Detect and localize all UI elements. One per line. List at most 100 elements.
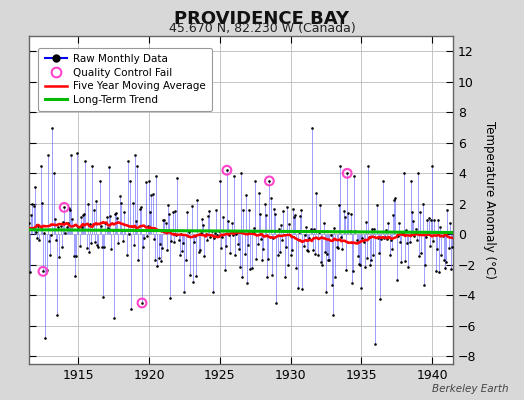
- Point: [62, 224, 71, 230]
- Point: [283, 204, 291, 210]
- Point: [281, 244, 290, 250]
- Point: [231, 252, 239, 258]
- Point: [137, 203, 145, 210]
- Point: [94, 244, 103, 250]
- Point: [74, 224, 82, 230]
- Point: [108, 227, 117, 233]
- Point: [34, 223, 42, 230]
- Point: [165, 211, 173, 217]
- Point: [214, 228, 223, 234]
- Point: [312, 190, 321, 196]
- Point: [442, 258, 450, 265]
- Point: [410, 233, 419, 240]
- Point: [256, 211, 264, 217]
- Point: [234, 245, 243, 252]
- Point: [311, 251, 320, 257]
- Point: [158, 245, 166, 252]
- Point: [404, 264, 412, 271]
- Point: [351, 228, 359, 234]
- Point: [101, 220, 110, 226]
- Point: [329, 312, 337, 318]
- Point: [298, 286, 307, 292]
- Point: [93, 242, 101, 248]
- Point: [415, 252, 423, 259]
- Point: [206, 234, 214, 240]
- Point: [149, 236, 158, 242]
- Point: [144, 223, 152, 230]
- Point: [81, 158, 90, 164]
- Point: [28, 200, 37, 207]
- Point: [408, 208, 416, 215]
- Point: [349, 268, 357, 274]
- Point: [222, 243, 230, 249]
- Point: [35, 236, 43, 243]
- Point: [448, 244, 456, 250]
- Point: [278, 237, 287, 243]
- Point: [61, 230, 70, 236]
- Point: [330, 224, 339, 231]
- Point: [45, 237, 53, 244]
- Point: [73, 150, 81, 156]
- Point: [337, 234, 345, 240]
- Point: [328, 282, 336, 288]
- Point: [230, 173, 238, 180]
- Point: [310, 226, 318, 232]
- Point: [82, 244, 91, 251]
- Point: [203, 236, 211, 243]
- Point: [57, 223, 65, 229]
- Point: [161, 220, 170, 226]
- Point: [86, 221, 94, 227]
- Point: [378, 178, 387, 184]
- Point: [277, 222, 285, 228]
- Point: [151, 257, 159, 264]
- Point: [345, 228, 354, 234]
- Point: [280, 274, 289, 280]
- Text: 45.670 N, 82.230 W (Canada): 45.670 N, 82.230 W (Canada): [169, 22, 355, 35]
- Point: [429, 238, 438, 244]
- Point: [143, 233, 151, 240]
- Point: [186, 272, 194, 278]
- Point: [87, 240, 95, 246]
- Point: [289, 206, 297, 212]
- Point: [267, 272, 276, 278]
- Point: [279, 208, 288, 214]
- Point: [375, 250, 383, 256]
- Point: [440, 257, 448, 264]
- Point: [166, 295, 174, 302]
- Point: [199, 222, 208, 228]
- Point: [243, 280, 251, 286]
- Point: [138, 300, 146, 306]
- Point: [128, 200, 137, 207]
- Point: [395, 220, 403, 227]
- Point: [253, 240, 261, 247]
- Point: [196, 230, 205, 236]
- Point: [302, 223, 310, 230]
- Point: [265, 178, 274, 184]
- Point: [385, 252, 394, 258]
- Point: [435, 269, 443, 276]
- Point: [397, 259, 406, 266]
- Point: [171, 208, 179, 214]
- Point: [358, 234, 367, 241]
- Point: [237, 170, 245, 176]
- Point: [154, 255, 162, 261]
- Point: [333, 245, 342, 251]
- Point: [119, 238, 127, 244]
- Point: [427, 216, 435, 223]
- Point: [134, 257, 143, 263]
- Point: [80, 210, 89, 217]
- Point: [223, 167, 231, 174]
- Point: [314, 229, 323, 235]
- Point: [218, 234, 226, 241]
- Point: [424, 215, 433, 221]
- Point: [362, 219, 370, 226]
- Point: [272, 300, 280, 306]
- Point: [288, 247, 296, 253]
- Point: [85, 249, 93, 256]
- Point: [324, 257, 333, 263]
- Point: [248, 229, 257, 235]
- Point: [58, 244, 66, 250]
- Point: [296, 212, 304, 219]
- Point: [139, 244, 147, 250]
- Point: [145, 178, 153, 184]
